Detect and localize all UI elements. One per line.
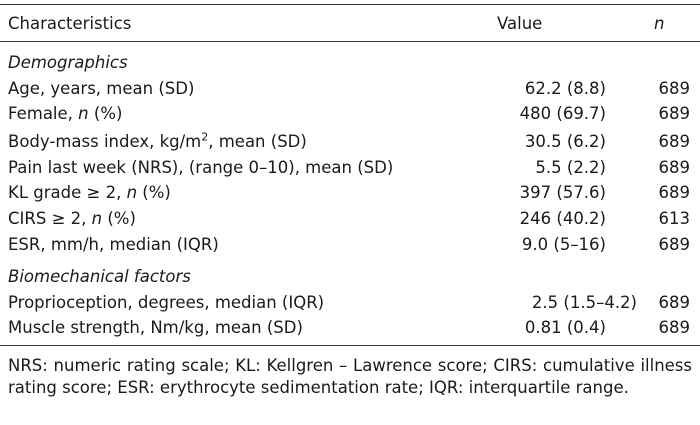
row-n: 689	[658, 104, 691, 123]
section-title-biomechanical: Biomechanical factors	[8, 267, 191, 286]
row-value: 62.2 (8.8)	[524, 79, 606, 98]
row-n: 689	[658, 318, 691, 337]
header-characteristics: Characteristics	[8, 14, 132, 33]
header-value: Value	[497, 14, 543, 33]
row-value: 9.0 (5–16)	[521, 235, 606, 254]
row-label: Female, n (%)	[8, 104, 123, 123]
row-label: Body-mass index, kg/m2, mean (SD)	[8, 130, 307, 152]
table-footnote: NRS: numeric rating scale; KL: Kellgren …	[8, 356, 692, 397]
row-value: 5.5 (2.2)	[535, 158, 606, 177]
row-n: 689	[658, 132, 691, 151]
row-n: 613	[658, 209, 691, 228]
section-title-demographics: Demographics	[8, 53, 128, 72]
row-value: 246 (40.2)	[519, 209, 606, 228]
row-label: Age, years, mean (SD)	[8, 79, 195, 98]
row-label: Muscle strength, Nm/kg, mean (SD)	[8, 318, 303, 337]
row-label: Proprioception, degrees, median (IQR)	[8, 293, 325, 312]
row-value: 0.81 (0.4)	[524, 318, 606, 337]
row-value: 480 (69.7)	[519, 104, 606, 123]
row-n: 689	[658, 183, 691, 202]
row-n: 689	[658, 235, 691, 254]
row-n: 689	[658, 293, 691, 312]
row-value: 2.5 (1.5–4.2)	[531, 293, 637, 312]
row-label: ESR, mm/h, median (IQR)	[8, 235, 219, 254]
top-rule	[0, 4, 700, 5]
row-label: KL grade ≥ 2, n (%)	[8, 183, 171, 202]
header-rule	[0, 41, 700, 42]
row-value: 30.5 (6.2)	[524, 132, 606, 151]
row-value: 397 (57.6)	[519, 183, 606, 202]
bottom-rule	[0, 345, 700, 346]
header-n: n	[654, 14, 665, 33]
row-n: 689	[658, 158, 691, 177]
row-n: 689	[658, 79, 691, 98]
row-label: CIRS ≥ 2, n (%)	[8, 209, 136, 228]
row-label: Pain last week (NRS), (range 0–10), mean…	[8, 158, 394, 177]
